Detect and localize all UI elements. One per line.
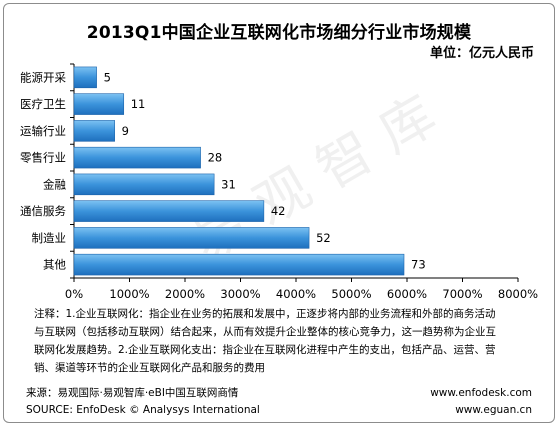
value-label: 73 bbox=[411, 258, 426, 272]
bar bbox=[73, 173, 215, 196]
x-tick-label: 3000% bbox=[220, 287, 260, 301]
note-line: 注释：1.企业互联网化：指企业在业务的拓展和发展中，正逐步将内部的业务流程和外部… bbox=[34, 308, 496, 320]
bar bbox=[73, 66, 97, 89]
value-label: 5 bbox=[104, 70, 111, 84]
chart-title: 2013Q1中国企业互联网化市场细分行业市场规模 bbox=[86, 23, 472, 43]
bar bbox=[73, 93, 125, 115]
footer-source: 来源：易观国际·易观智库·eBI中国互联网商情 SOURCE: EnfoDesk… bbox=[26, 385, 260, 419]
x-tick-label: 0% bbox=[65, 287, 83, 301]
x-tick-label: 5000% bbox=[331, 287, 371, 301]
category-label: 其他 bbox=[43, 258, 66, 272]
notes-block: 注释：1.企业互联网化：指企业在业务的拓展和发展中，正逐步将内部的业务流程和外部… bbox=[34, 305, 534, 377]
value-label: 9 bbox=[122, 124, 129, 138]
category-label: 能源开采 bbox=[20, 70, 66, 84]
note-line: 与互联网（包括移动互联网）结合起来，从而有效提升企业整体的核心竞争力，这一趋势称… bbox=[34, 326, 496, 338]
bar bbox=[73, 253, 405, 276]
category-label: 医疗卫生 bbox=[20, 97, 66, 111]
bar bbox=[73, 227, 310, 249]
x-tick-label: 8000% bbox=[498, 287, 538, 301]
url-enfodesk[interactable]: www.enfodesk.com bbox=[430, 387, 532, 399]
url-eguan[interactable]: www.eguan.cn bbox=[455, 404, 532, 416]
value-label: 31 bbox=[221, 177, 236, 191]
x-tick-label: 4000% bbox=[276, 287, 316, 301]
note-line: 联网化发展趋势。2.企业互联网化支出：指企业在互联网化进程中产生的支出，包括产品… bbox=[34, 344, 496, 356]
bar bbox=[73, 120, 115, 142]
note-line: 销、渠道等环节的企业互联网化产品和服务的费用 bbox=[34, 362, 265, 374]
x-tick-label: 1000% bbox=[109, 287, 149, 301]
category-label: 通信服务 bbox=[20, 204, 66, 218]
unit-label: 单位：亿元人民币 bbox=[429, 46, 534, 61]
x-tick-label: 7000% bbox=[442, 287, 482, 301]
value-label: 52 bbox=[316, 231, 331, 245]
x-tick-label: 2000% bbox=[165, 287, 205, 301]
x-tick-label: 6000% bbox=[387, 287, 427, 301]
category-label: 制造业 bbox=[32, 231, 67, 245]
value-label: 28 bbox=[208, 151, 223, 165]
value-label: 11 bbox=[131, 97, 146, 111]
category-label: 金融 bbox=[43, 177, 66, 191]
bar bbox=[73, 146, 201, 169]
source-cn: 来源：易观国际·易观智库·eBI中国互联网商情 bbox=[26, 387, 239, 399]
category-label: 零售行业 bbox=[20, 151, 66, 165]
source-en: SOURCE: EnfoDesk © Analysys Internationa… bbox=[26, 404, 260, 416]
value-label: 42 bbox=[271, 204, 286, 218]
bar bbox=[73, 200, 265, 222]
footer-urls: www.enfodesk.com www.eguan.cn bbox=[430, 385, 532, 419]
category-label: 运输行业 bbox=[20, 124, 66, 138]
